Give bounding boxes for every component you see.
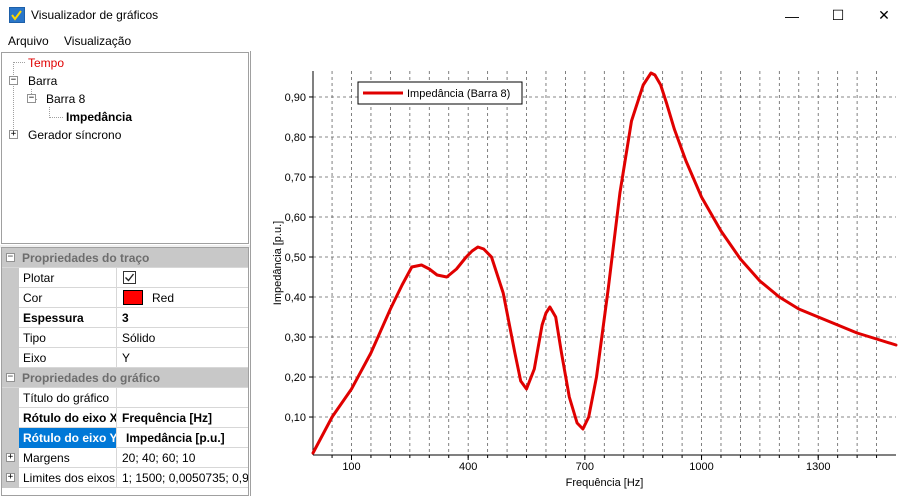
- y-tick-label: 0,60: [285, 212, 306, 224]
- color-value: Red: [152, 291, 175, 305]
- tree-collapse-barra[interactable]: −: [9, 75, 18, 85]
- minimize-button[interactable]: —: [769, 0, 815, 31]
- left-pane: Tempo − Barra − Barra 8 Impedância + Ger…: [0, 51, 250, 496]
- tree-item-tempo[interactable]: Tempo: [28, 56, 65, 70]
- tick-labels: 100 400 700 1000 1300 0,10 0,20 0,30 0,40 0,50 0,6…: [285, 92, 831, 473]
- property-row-plotar[interactable]: Plotar: [2, 268, 248, 288]
- pane-splitter[interactable]: [0, 245, 250, 248]
- tree-item-gerador-sincrono[interactable]: Gerador síncrono: [28, 128, 122, 142]
- tree-item-barra-8[interactable]: Barra 8: [46, 92, 86, 106]
- menu-bar: Arquivo Visualização: [0, 31, 907, 51]
- property-row-margens[interactable]: + Margens 20; 40; 60; 10: [2, 448, 248, 468]
- x-tick-label: 1000: [689, 461, 713, 473]
- y-tick-label: 0,10: [285, 412, 306, 424]
- x-tick-label: 400: [459, 461, 477, 473]
- color-swatch: [123, 290, 143, 305]
- title-bar: Visualizador de gráficos — ☐ ✕: [0, 0, 907, 31]
- property-row-eixo[interactable]: Eixo Y: [2, 348, 248, 368]
- y-tick-label: 0,20: [285, 372, 306, 384]
- maximize-button[interactable]: ☐: [815, 0, 861, 31]
- tree-collapse-barra-8[interactable]: −: [27, 93, 36, 103]
- grid-lines: [313, 71, 896, 455]
- collapse-icon[interactable]: −: [6, 252, 15, 262]
- axes: [309, 71, 896, 460]
- property-grid: − Propriedades do traço Plotar Cor Red E…: [1, 247, 249, 496]
- impedance-chart: 100 400 700 1000 1300 0,10 0,20 0,30 0,40 0,50 0,6…: [272, 71, 898, 489]
- x-axis-label: Frequência [Hz]: [566, 477, 644, 489]
- maximize-icon: ☐: [831, 7, 845, 23]
- app-chart-icon: [9, 7, 25, 23]
- vertical-splitter[interactable]: [250, 51, 251, 496]
- signal-tree[interactable]: Tempo − Barra − Barra 8 Impedância + Ger…: [1, 52, 249, 244]
- menu-arquivo[interactable]: Arquivo: [8, 34, 49, 48]
- y-axis-label: Impedância [p.u.]: [272, 221, 284, 305]
- x-tick-label: 700: [576, 461, 594, 473]
- y-tick-label: 0,30: [285, 332, 306, 344]
- chart-panel: 100 400 700 1000 1300 0,10 0,20 0,30 0,40 0,50 0,6…: [251, 51, 907, 496]
- checkmark-icon: [125, 273, 135, 282]
- y-tick-label: 0,70: [285, 172, 306, 184]
- close-icon: ✕: [878, 7, 890, 23]
- property-row-rotulo-y[interactable]: Rótulo do eixo Y Impedância [p.u.]: [2, 428, 248, 448]
- category-trace-properties[interactable]: − Propriedades do traço: [2, 248, 248, 268]
- minimize-icon: —: [785, 7, 799, 24]
- property-row-limites[interactable]: + Limites dos eixos 1; 1500; 0,0050735; …: [2, 468, 248, 488]
- x-tick-label: 1300: [806, 461, 830, 473]
- collapse-icon[interactable]: −: [6, 372, 15, 382]
- property-row-titulo[interactable]: Título do gráfico: [2, 388, 248, 408]
- y-tick-label: 0,50: [285, 252, 306, 264]
- x-tick-label: 100: [342, 461, 360, 473]
- property-row-cor[interactable]: Cor Red: [2, 288, 248, 308]
- menu-visualizacao[interactable]: Visualização: [64, 34, 132, 48]
- property-row-tipo[interactable]: Tipo Sólido: [2, 328, 248, 348]
- expand-icon[interactable]: +: [6, 452, 15, 462]
- y-tick-label: 0,90: [285, 92, 306, 104]
- close-button[interactable]: ✕: [861, 0, 907, 31]
- property-row-espessura[interactable]: Espessura 3: [2, 308, 248, 328]
- y-tick-label: 0,40: [285, 292, 306, 304]
- category-chart-properties[interactable]: − Propriedades do gráfico: [2, 368, 248, 388]
- tree-item-barra[interactable]: Barra: [28, 74, 58, 88]
- series-line-impedancia: [311, 71, 898, 455]
- legend-entry: Impedância (Barra 8): [407, 88, 510, 100]
- rotulo-y-input[interactable]: Impedância [p.u.]: [126, 431, 225, 445]
- legend: Impedância (Barra 8): [357, 81, 523, 105]
- property-row-rotulo-x[interactable]: Rótulo do eixo X Frequência [Hz]: [2, 408, 248, 428]
- window-title: Visualizador de gráficos: [31, 8, 159, 22]
- tree-item-impedancia[interactable]: Impedância: [66, 110, 133, 124]
- y-tick-label: 0,80: [285, 132, 306, 144]
- expand-icon[interactable]: +: [6, 472, 15, 482]
- tree-expand-gerador[interactable]: +: [9, 129, 18, 139]
- plot-checkbox[interactable]: [123, 271, 136, 284]
